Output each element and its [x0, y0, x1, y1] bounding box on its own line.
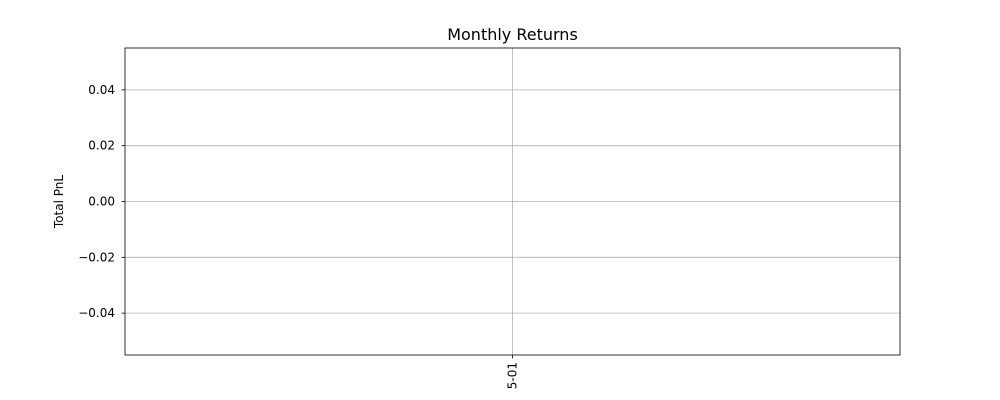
y-axis: 0.04 0.02 0.00 −0.02 −0.04	[78, 83, 125, 320]
y-tick-label: −0.02	[78, 250, 115, 264]
grid-lines	[125, 48, 900, 355]
x-tick-label: 5-01	[506, 362, 520, 389]
y-axis-label: Total PnL	[52, 175, 66, 229]
chart-title: Monthly Returns	[447, 25, 578, 44]
y-tick-label: −0.04	[78, 306, 115, 320]
y-tick-label: 0.02	[88, 139, 115, 153]
y-tick-label: 0.00	[88, 195, 115, 209]
x-axis: 5-01	[506, 355, 520, 389]
y-tick-label: 0.04	[88, 83, 115, 97]
